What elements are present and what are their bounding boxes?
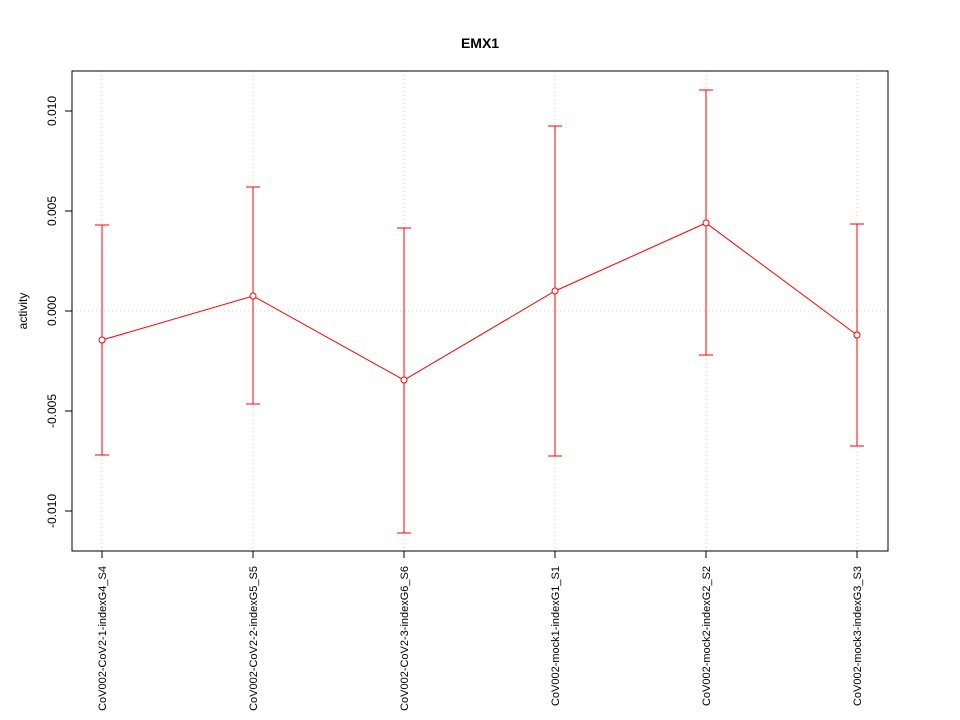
y-tick-label: 0.000 (45, 296, 59, 326)
series-layer (95, 89, 864, 534)
grid-lines (72, 71, 888, 551)
axes: -0.010 -0.005 0.000 0.005 0.010 CoV002-CoV2-1… (45, 96, 864, 711)
data-point (249, 292, 257, 300)
x-tick-label: CoV002-CoV2-2-indexG5_S5 (248, 566, 260, 711)
y-tick-label: 0.005 (45, 196, 59, 226)
x-tick-label: CoV002-CoV2-3-indexG6_S6 (399, 566, 411, 711)
series-line (101, 222, 858, 381)
x-tick-label: CoV002-mock2-indexG2_S2 (701, 566, 713, 706)
y-tick-label: -0.010 (45, 494, 59, 528)
x-tick-label: CoV002-CoV2-1-indexG4_S4 (97, 566, 109, 711)
data-point (853, 331, 861, 339)
data-point (702, 219, 710, 227)
data-point (98, 336, 106, 344)
data-point (551, 287, 559, 295)
y-axis-label: activity (16, 293, 30, 330)
data-point (400, 376, 408, 384)
x-tick-label: CoV002-mock3-indexG3_S3 (852, 566, 864, 706)
y-tick-label: 0.010 (45, 96, 59, 126)
y-tick-label: -0.005 (45, 394, 59, 428)
chart-title: EMX1 (461, 35, 499, 51)
x-tick-label: CoV002-mock1-indexG1_S1 (550, 566, 562, 706)
